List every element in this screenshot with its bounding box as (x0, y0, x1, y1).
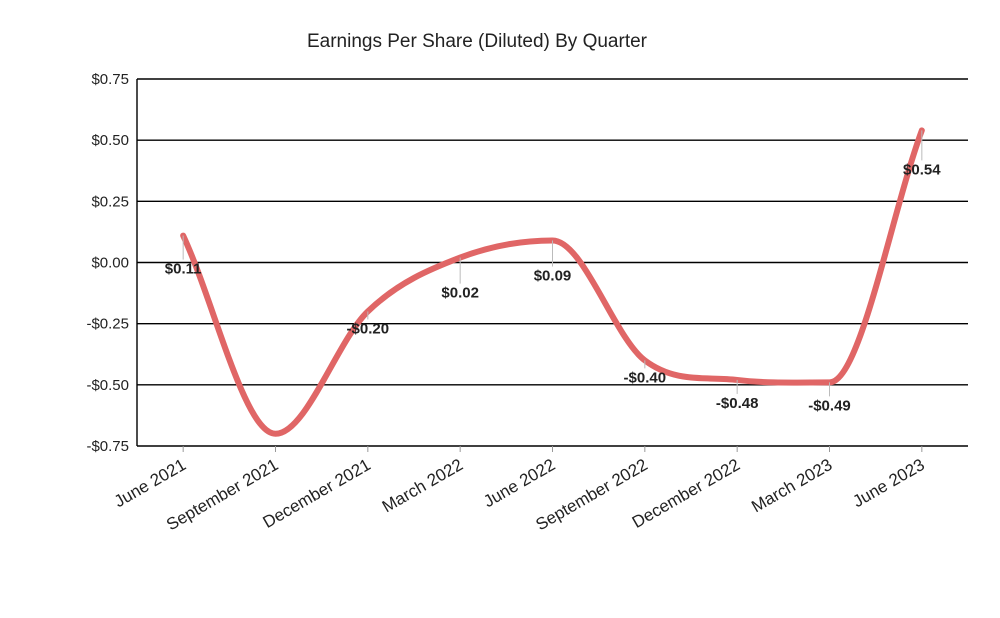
y-tick-label: $0.50 (91, 132, 129, 149)
x-tick-label: June 2021 (111, 455, 189, 511)
data-label: -$0.49 (808, 397, 851, 414)
data-label: -$0.48 (716, 395, 759, 412)
y-tick-label: -$0.75 (86, 438, 129, 455)
y-tick-label: $0.00 (91, 255, 129, 272)
data-label: -$0.40 (624, 369, 667, 386)
data-label: $0.09 (534, 267, 572, 284)
data-label: $0.02 (441, 285, 479, 302)
y-tick-label: $0.25 (91, 193, 129, 210)
data-point (274, 432, 277, 435)
y-tick-label: -$0.50 (86, 377, 129, 394)
data-label: $0.54 (903, 161, 941, 178)
x-tick-label: March 2022 (379, 455, 466, 516)
data-label: -$0.20 (347, 320, 390, 337)
chart-title: Earnings Per Share (Diluted) By Quarter (307, 31, 648, 52)
x-tick-label: March 2023 (748, 455, 835, 516)
x-tick-label: June 2023 (850, 455, 928, 511)
x-tick-label: June 2022 (480, 455, 558, 511)
y-tick-label: -$0.25 (86, 316, 129, 333)
y-axis-ticks: $0.75 $0.50 $0.25 $0.00 -$0.25 -$0.50 -$0.75 (86, 71, 129, 455)
data-label: $0.11 (165, 261, 202, 278)
y-tick-label: $0.75 (91, 71, 129, 88)
data-labels: $0.11 -$0.20 $0.02 $0.09 -$0.40 -$0.48 -$0.49 $… (165, 130, 941, 414)
